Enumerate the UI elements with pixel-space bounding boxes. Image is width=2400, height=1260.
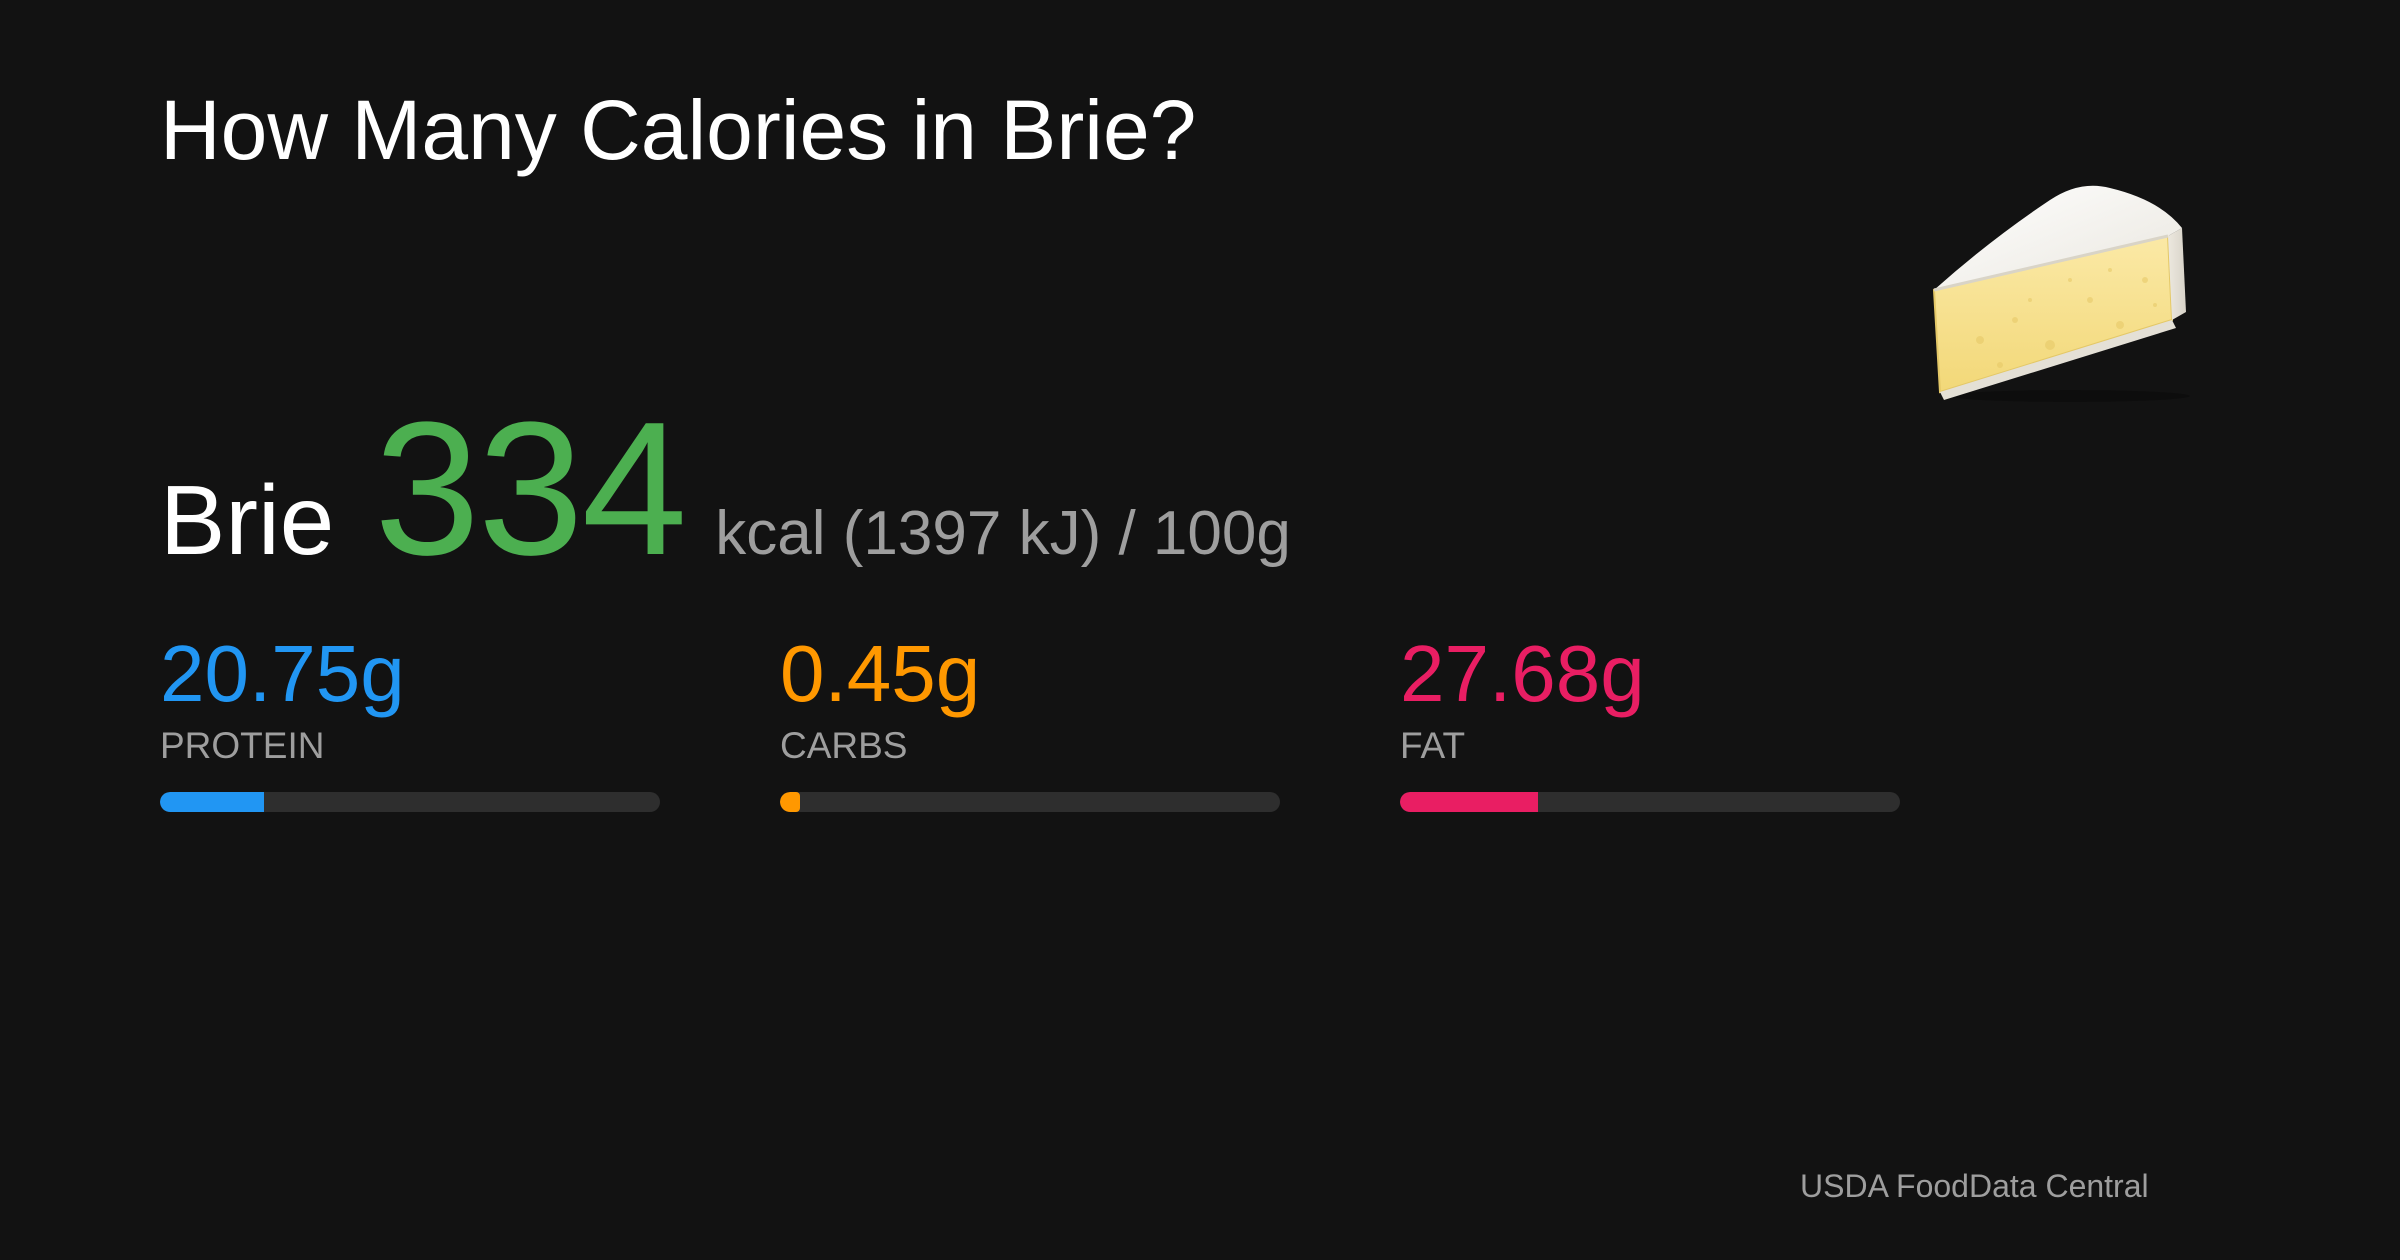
protein-value: 20.75g <box>160 629 405 718</box>
carbs-bar <box>780 792 1280 812</box>
carbs-label: CARBS <box>780 725 908 766</box>
calorie-unit: kcal (1397 kJ) / 100g <box>715 499 1291 568</box>
food-name: Brie <box>160 465 335 575</box>
calorie-value: 334 <box>374 383 687 595</box>
data-source: USDA FoodData Central <box>1800 1168 2149 1204</box>
fat-bar-fill <box>1400 792 1539 812</box>
macro-fat: 27.68g FAT <box>1400 626 1900 812</box>
macro-breakdown: 20.75g PROTEIN 0.45g CARBS 27.68g FAT <box>160 626 2020 812</box>
protein-bar-fill <box>160 792 264 812</box>
cheese-wedge-icon <box>1920 170 2220 410</box>
macro-carbs: 0.45g CARBS <box>780 626 1280 812</box>
fat-bar <box>1400 792 1900 812</box>
calorie-summary: Brie 334 kcal (1397 kJ) / 100g <box>160 380 1291 595</box>
protein-label: PROTEIN <box>160 725 325 766</box>
carbs-bar-fill <box>780 792 800 812</box>
carbs-value: 0.45g <box>780 629 981 718</box>
protein-bar <box>160 792 660 812</box>
macro-protein: 20.75g PROTEIN <box>160 626 660 812</box>
fat-value: 27.68g <box>1400 629 1645 718</box>
page-title: How Many Calories in Brie? <box>160 83 1197 177</box>
fat-label: FAT <box>1400 725 1466 766</box>
